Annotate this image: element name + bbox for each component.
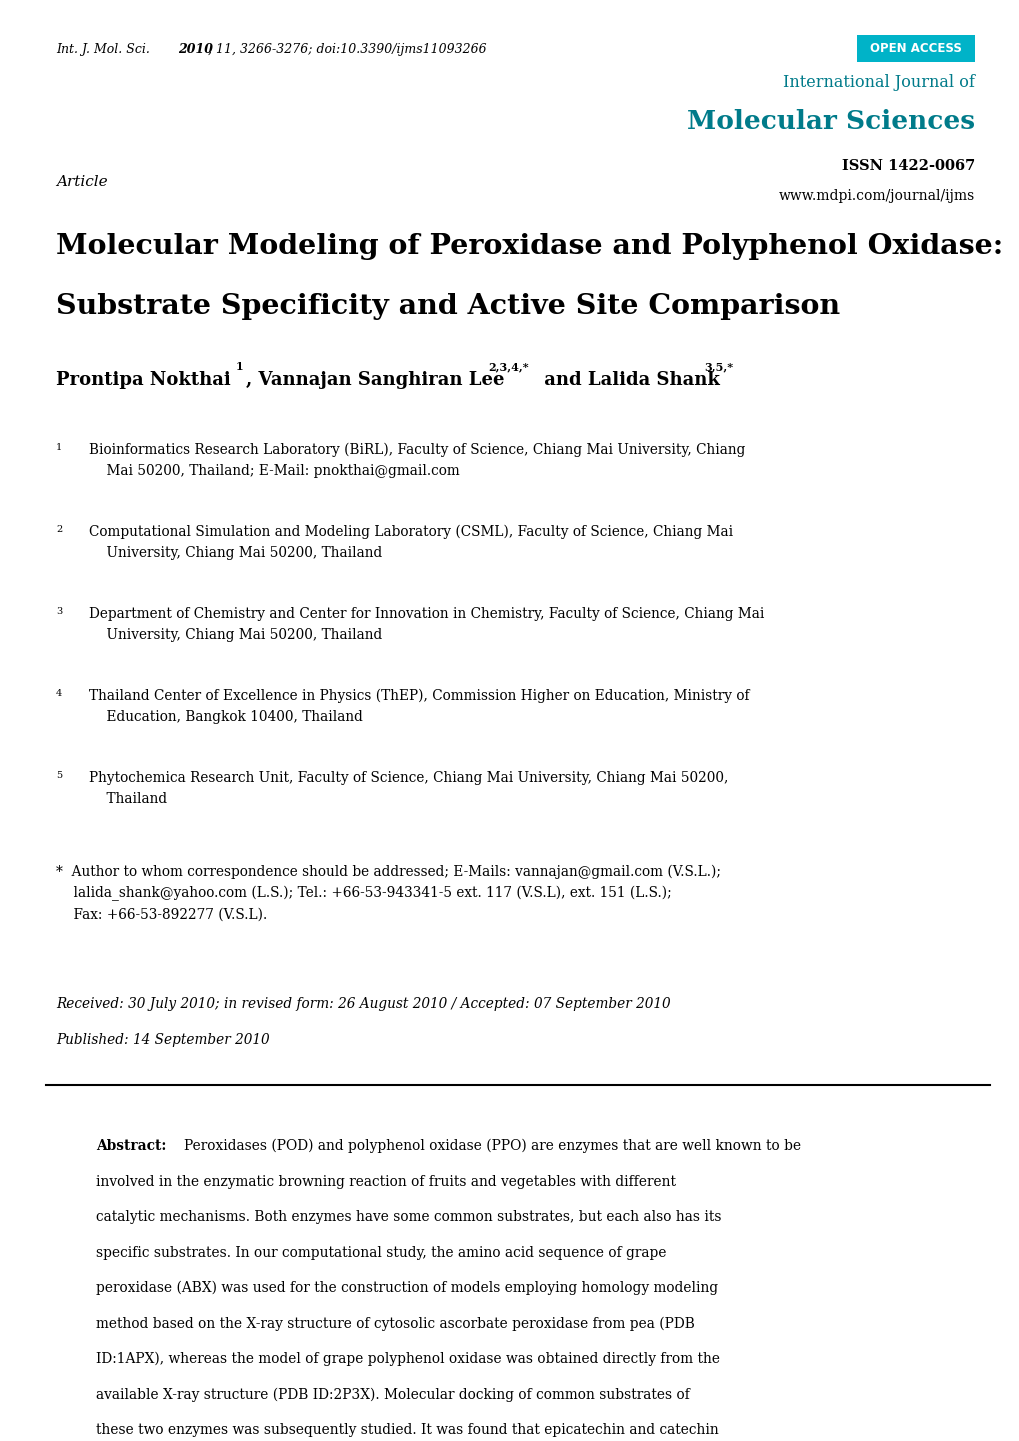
Text: *  Author to whom correspondence should be addressed; E-Mails: vannajan@gmail.co: * Author to whom correspondence should b… bbox=[56, 865, 720, 922]
Text: specific substrates. In our computational study, the amino acid sequence of grap: specific substrates. In our computationa… bbox=[96, 1245, 665, 1259]
Text: Molecular Modeling of Peroxidase and Polyphenol Oxidase:: Molecular Modeling of Peroxidase and Pol… bbox=[56, 233, 1003, 259]
Text: 5: 5 bbox=[56, 771, 62, 780]
Text: Int. J. Mol. Sci.: Int. J. Mol. Sci. bbox=[56, 43, 154, 56]
Text: 2: 2 bbox=[56, 525, 62, 535]
Text: involved in the enzymatic browning reaction of fruits and vegetables with differ: involved in the enzymatic browning react… bbox=[96, 1174, 676, 1189]
Text: catalytic mechanisms. Both enzymes have some common substrates, but each also ha: catalytic mechanisms. Both enzymes have … bbox=[96, 1210, 720, 1223]
Text: Peroxidases (POD) and polyphenol oxidase (PPO) are enzymes that are well known t: Peroxidases (POD) and polyphenol oxidase… bbox=[183, 1138, 800, 1153]
Text: Prontipa Nokthai: Prontipa Nokthai bbox=[56, 370, 230, 389]
Text: 2010: 2010 bbox=[178, 43, 213, 56]
Text: 2,3,4,*: 2,3,4,* bbox=[487, 362, 528, 372]
Text: OPEN ACCESS: OPEN ACCESS bbox=[869, 42, 961, 55]
Text: these two enzymes was subsequently studied. It was found that epicatechin and ca: these two enzymes was subsequently studi… bbox=[96, 1424, 718, 1437]
Text: method based on the X-ray structure of cytosolic ascorbate peroxidase from pea (: method based on the X-ray structure of c… bbox=[96, 1317, 694, 1331]
FancyBboxPatch shape bbox=[856, 35, 974, 62]
Text: , Vannajan Sanghiran Lee: , Vannajan Sanghiran Lee bbox=[246, 370, 504, 389]
Text: Department of Chemistry and Center for Innovation in Chemistry, Faculty of Scien: Department of Chemistry and Center for I… bbox=[89, 607, 763, 641]
Text: Substrate Specificity and Active Site Comparison: Substrate Specificity and Active Site Co… bbox=[56, 293, 840, 320]
Text: Bioinformatics Research Laboratory (BiRL), Faculty of Science, Chiang Mai Univer: Bioinformatics Research Laboratory (BiRL… bbox=[89, 442, 745, 478]
Text: Abstract:: Abstract: bbox=[96, 1138, 166, 1153]
Text: Article: Article bbox=[56, 174, 108, 189]
Text: Molecular Sciences: Molecular Sciences bbox=[686, 110, 974, 134]
Text: ID:1APX), whereas the model of grape polyphenol oxidase was obtained directly fr: ID:1APX), whereas the model of grape pol… bbox=[96, 1352, 719, 1366]
Text: 1: 1 bbox=[235, 362, 244, 372]
Text: peroxidase (ABX) was used for the construction of models employing homology mode: peroxidase (ABX) was used for the constr… bbox=[96, 1281, 717, 1295]
Text: 3: 3 bbox=[56, 607, 62, 615]
Text: 1: 1 bbox=[56, 442, 62, 452]
Text: 3,5,*: 3,5,* bbox=[703, 362, 733, 372]
Text: Published: 14 September 2010: Published: 14 September 2010 bbox=[56, 1033, 269, 1048]
Text: ISSN 1422-0067: ISSN 1422-0067 bbox=[841, 159, 974, 173]
Text: and Lalida Shank: and Lalida Shank bbox=[537, 370, 719, 389]
Text: www.mdpi.com/journal/ijms: www.mdpi.com/journal/ijms bbox=[777, 189, 974, 203]
Text: Phytochemica Research Unit, Faculty of Science, Chiang Mai University, Chiang Ma: Phytochemica Research Unit, Faculty of S… bbox=[89, 771, 728, 806]
Text: Computational Simulation and Modeling Laboratory (CSML), Faculty of Science, Chi: Computational Simulation and Modeling La… bbox=[89, 525, 733, 561]
Text: available X-ray structure (PDB ID:2P3X). Molecular docking of common substrates : available X-ray structure (PDB ID:2P3X).… bbox=[96, 1388, 689, 1402]
Text: Thailand Center of Excellence in Physics (ThEP), Commission Higher on Education,: Thailand Center of Excellence in Physics… bbox=[89, 689, 749, 723]
Text: , 11, 3266-3276; doi:10.3390/ijms11093266: , 11, 3266-3276; doi:10.3390/ijms1109326… bbox=[208, 43, 486, 56]
Text: International Journal of: International Journal of bbox=[783, 73, 974, 91]
Text: 4: 4 bbox=[56, 689, 62, 697]
Text: Received: 30 July 2010; in revised form: 26 August 2010 / Accepted: 07 September: Received: 30 July 2010; in revised form:… bbox=[56, 997, 669, 1012]
